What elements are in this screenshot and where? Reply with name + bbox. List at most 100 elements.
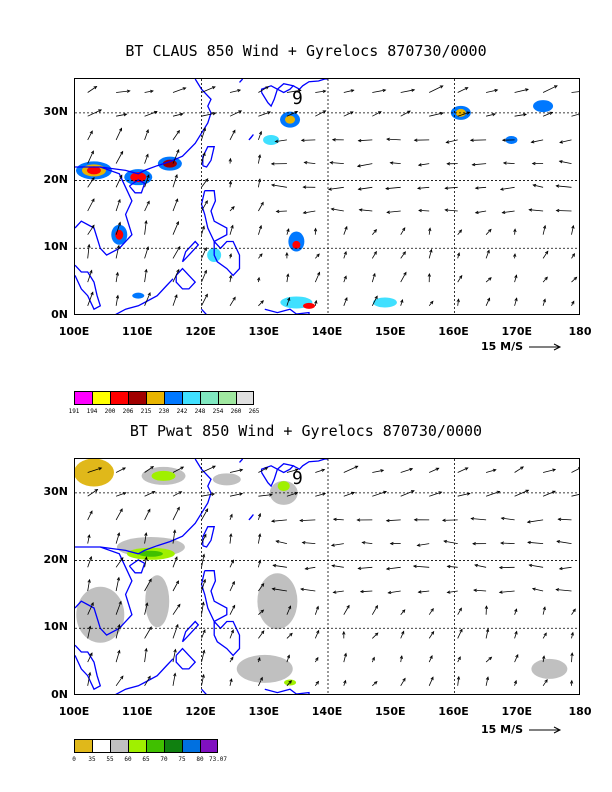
panel1-wind-arrow [172, 130, 180, 141]
panel1-wind-arrowhead [153, 110, 158, 115]
panel2-wind-arrow [556, 589, 572, 592]
panel1-colorbar-swatch [182, 391, 200, 405]
panel1-wind-arrowhead [203, 246, 207, 251]
panel1-wind-arrowhead [444, 186, 449, 190]
panel2-wind-arrowhead [300, 587, 304, 592]
panel1-colorbar-label: 191 [68, 408, 80, 415]
panel2-wind-arrowhead [515, 653, 519, 658]
panel1-colorbar-swatch [236, 391, 254, 405]
panel2-wind-arrowhead [315, 605, 319, 610]
panel2-wind-arrow [87, 626, 91, 639]
panel1-wind-arrowhead [331, 138, 336, 142]
panel2-wind-arrowhead [500, 541, 504, 545]
panel1-wind-arrowhead [313, 227, 318, 232]
panel2-wind-arrow [527, 541, 544, 544]
panel2-wind-arrowhead [498, 565, 503, 570]
panel2-y-tick-label: 0N [51, 688, 68, 701]
panel1-wind-arrow [343, 226, 348, 235]
panel2-wind-arrow [500, 542, 515, 544]
panel2-coastline [75, 644, 102, 691]
panel2-x-tick-label: 150E [375, 705, 406, 718]
panel1-wind-arrow [144, 292, 151, 306]
panel1-wind-arrowhead [317, 271, 321, 276]
panel1-wind-arrowhead [297, 89, 302, 93]
panel1-wind-arrow [371, 229, 377, 235]
panel2-field-patch [75, 459, 114, 487]
panel2-wind-arrow [305, 566, 316, 570]
panel2-wind-arrowhead [98, 467, 103, 471]
panel1-wind-arrow [445, 186, 458, 189]
panel2-wind-arrowhead [151, 491, 156, 495]
panel2-wind-arrowhead [144, 556, 148, 561]
panel1-y-tick-label: 10N [43, 240, 68, 254]
panel2-wind-arrow [144, 603, 148, 615]
panel1-wind-arrowhead [238, 110, 243, 114]
panel1-x-tick-label: 110E [122, 325, 153, 338]
panel2-wind-arrowhead [557, 517, 562, 521]
panel2-wind-arrowhead [88, 625, 92, 630]
panel2-wind-arrowhead [201, 553, 206, 558]
panel1-colorbar-label: 230 [158, 408, 170, 415]
panel1-wind-arrow [371, 251, 377, 259]
panel1-scale-text: 15 M/S [481, 340, 524, 353]
panel2-wind-arrowhead [409, 467, 414, 472]
panel1-wind-arrowhead [126, 89, 131, 93]
panel1-wind-arrow [87, 177, 95, 188]
panel2-wind-arrowhead [89, 555, 93, 560]
panel1-wind-arrowhead [231, 206, 235, 210]
panel2-wind-arrowhead [147, 675, 151, 680]
panel1-wind-arrow [144, 154, 149, 164]
panel2-wind-arrowhead [264, 467, 269, 471]
panel2-field-patch [212, 473, 241, 486]
panel1-wind-arrowhead [204, 200, 208, 204]
panel2-wind-arrowhead [229, 513, 233, 518]
panel2-wind-arrowhead [202, 649, 206, 654]
panel2-colorbar-label: 60 [124, 756, 132, 763]
panel1-wind-arrowhead [175, 198, 179, 203]
panel1-wind-arrow [343, 251, 347, 259]
panel1-wind-arrow [400, 227, 406, 235]
panel2-wind-arrow [444, 540, 458, 544]
panel2-wind-arrow [417, 543, 430, 546]
panel1-wind-arrow [314, 272, 320, 283]
panel1-wind-arrowhead [466, 111, 471, 115]
panel1-wind-arrowhead [294, 111, 299, 115]
panel2-x-tick-label: 180 [568, 705, 592, 718]
panel2-wind-arrowhead [357, 566, 362, 570]
panel1-wind-arrow [116, 113, 127, 117]
panel1-wind-arrowhead [257, 154, 262, 159]
panel2-wind-arrowhead [413, 518, 418, 522]
panel1-wind-arrowhead [145, 153, 149, 158]
panel2-wind-arrow [571, 653, 573, 663]
panel2-wind-arrowhead [342, 630, 346, 635]
panel2-wind-arrow [144, 626, 152, 639]
panel1-wind-arrow [502, 210, 515, 214]
panel1-wind-arrowhead [372, 272, 376, 277]
panel2-wind-arrow [542, 656, 545, 663]
panel1-x-tick-label: 120E [185, 325, 216, 338]
panel2-wind-arrowhead [385, 518, 390, 523]
panel2-coastline [260, 465, 279, 488]
panel2-wind-arrow [87, 510, 93, 521]
panel2-wind-arrowhead [351, 491, 356, 495]
panel2-wind-arrowhead [176, 506, 180, 511]
panel2-wind-arrowhead [514, 608, 518, 613]
panel2-wind-arrow [172, 530, 176, 544]
panel1-wind-arrowhead [492, 113, 496, 117]
panel2-wind-arrowhead [485, 628, 490, 633]
panel1-wind-arrow [328, 186, 344, 190]
panel1-wind-arrow [144, 111, 158, 117]
panel1-wind-arrowhead [177, 245, 181, 250]
panel2-wind-arrowhead [118, 600, 122, 605]
panel1-wind-arrow [115, 151, 124, 164]
panel2-wind-arrowhead [232, 604, 236, 609]
panel2-wind-arrow [201, 579, 206, 592]
panel2-wind-arrow [115, 624, 120, 639]
panel1-wind-arrowhead [204, 178, 209, 182]
panel1-wind-arrowhead [488, 277, 492, 281]
panel2-wind-arrow [400, 468, 413, 473]
panel1-wind-arrow [258, 225, 262, 235]
panel2-wind-arrow [542, 490, 556, 497]
panel1-wind-arrowhead [403, 271, 407, 276]
panel1-wind-arrow [201, 112, 216, 117]
